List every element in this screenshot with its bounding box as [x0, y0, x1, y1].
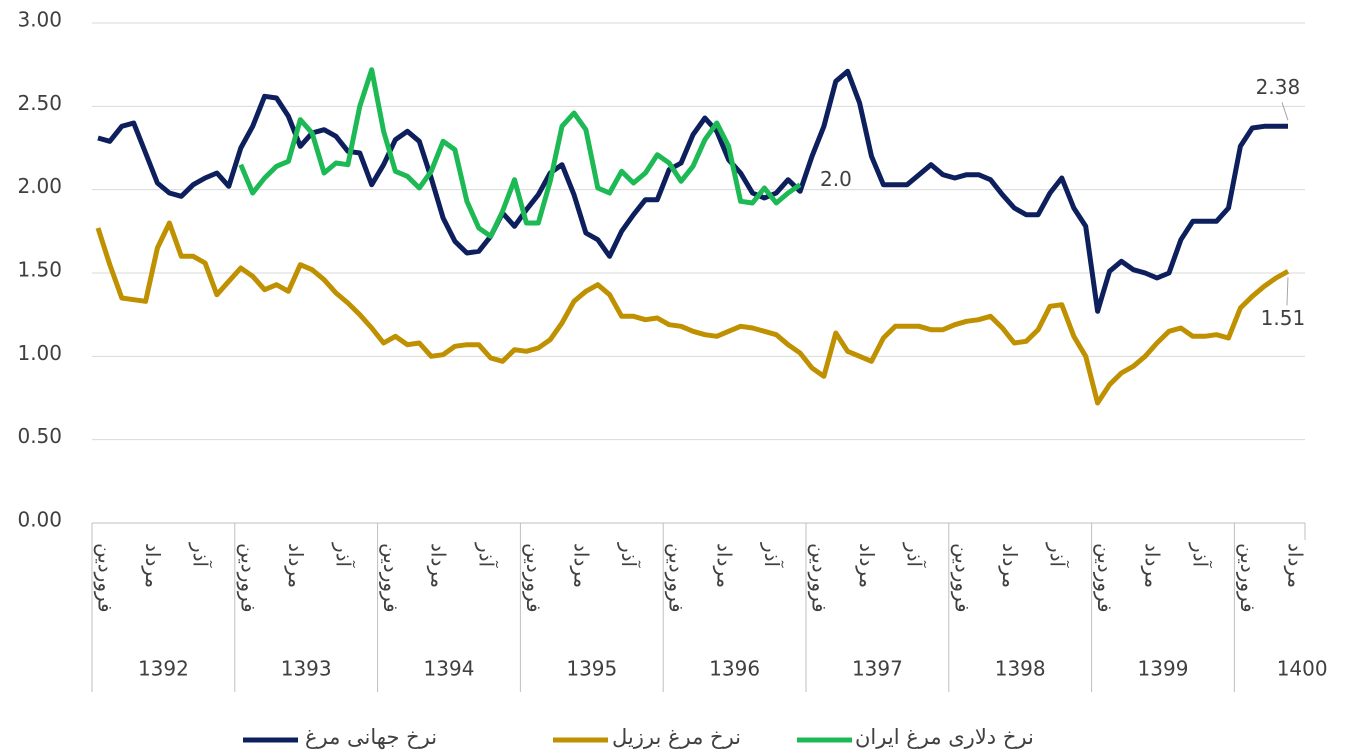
year-label: 1399 — [1138, 657, 1189, 681]
x-tick-label: فروردین — [93, 543, 117, 613]
x-tick-label: مرداد — [284, 543, 308, 588]
year-label: 1393 — [281, 657, 332, 681]
x-tick-label: آذر — [903, 542, 928, 569]
x-tick-label: آذر — [760, 542, 785, 569]
legend-label: نرخ مرغ برزیل — [612, 725, 741, 749]
y-tick-label: 3.00 — [17, 8, 62, 32]
year-label: 1392 — [138, 657, 189, 681]
series-line — [238, 67, 802, 239]
x-tick-label: آذر — [474, 542, 499, 569]
x-tick-label: مرداد — [998, 543, 1022, 588]
x-tick-label: آذر — [331, 542, 356, 569]
x-tick-label: فروردین — [665, 543, 689, 613]
x-tick-label: فروردین — [236, 543, 260, 613]
series-line — [97, 68, 1288, 314]
x-tick-label: مرداد — [1141, 543, 1165, 588]
legend-label: نرخ دلاری مرغ ایران — [855, 725, 1034, 749]
x-tick-label: مرداد — [569, 543, 593, 588]
x-tick-label: مرداد — [712, 543, 736, 588]
x-tick-label: فروردین — [1093, 543, 1117, 613]
x-tick-label: آذر — [617, 542, 642, 569]
x-tick-label: مرداد — [1283, 543, 1307, 588]
leader-line — [1281, 102, 1289, 121]
leader-line — [1286, 277, 1289, 306]
data-label: 2.38 — [1256, 75, 1301, 99]
x-tick-label: فروردین — [522, 543, 546, 613]
year-label: 1396 — [709, 657, 760, 681]
year-label: 1400 — [1277, 657, 1328, 681]
x-tick-label: فروردین — [950, 543, 974, 613]
y-tick-label: 0.50 — [17, 424, 62, 448]
y-tick-label: 2.00 — [17, 174, 62, 198]
x-tick-label: فروردین — [1236, 543, 1260, 613]
year-label: 1395 — [566, 657, 617, 681]
x-tick-label: فروردین — [807, 543, 831, 613]
y-tick-label: 2.50 — [17, 91, 62, 115]
x-tick-label: فروردین — [379, 543, 403, 613]
x-tick-label: آذر — [1188, 542, 1213, 569]
x-tick-label: آذر — [189, 542, 214, 569]
x-tick-label: مرداد — [141, 543, 165, 588]
data-label: 1.51 — [1261, 306, 1306, 330]
year-label: 1397 — [852, 657, 903, 681]
data-label: 2.0 — [820, 167, 852, 191]
series-line — [95, 220, 1290, 406]
x-tick-label: آذر — [1045, 542, 1070, 569]
y-tick-label: 0.00 — [17, 508, 62, 532]
legend-label: نرخ جهانی مرغ — [305, 725, 437, 749]
y-tick-label: 1.00 — [17, 341, 62, 365]
year-label: 1398 — [995, 657, 1046, 681]
x-tick-label: مرداد — [427, 543, 451, 588]
x-tick-label: مرداد — [855, 543, 879, 588]
y-tick-label: 1.50 — [17, 258, 62, 282]
year-label: 1394 — [424, 657, 475, 681]
